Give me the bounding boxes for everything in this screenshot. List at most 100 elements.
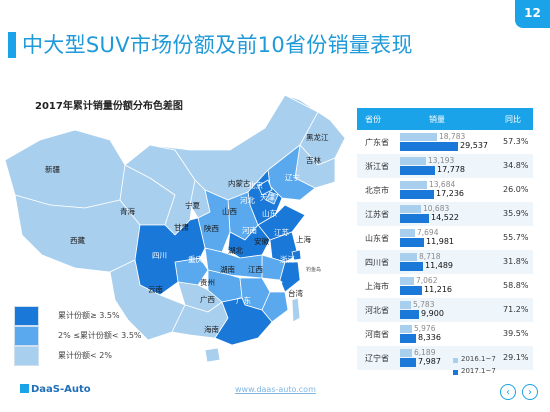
row-province: 四川省	[365, 258, 389, 267]
value-2017: 7,987	[418, 357, 441, 366]
bar-2017	[400, 190, 434, 199]
region-beijing	[257, 179, 273, 196]
region-heilongjiang	[284, 94, 346, 166]
chevron-left-icon[interactable]: ‹	[500, 384, 516, 400]
legend-item-mid: 2% ≤累计份额< 3.5%	[14, 326, 214, 346]
legend-2016-swatch	[453, 358, 458, 363]
svg-text:安徽: 安徽	[254, 236, 269, 246]
svg-text:北京: 北京	[248, 180, 263, 190]
value-2017: 17,236	[436, 189, 464, 198]
table-row: 江苏省 10,683 14,522 35.9%	[357, 202, 533, 226]
province-sales-table: 省份 销量 同比 广东省 18,783 29,537 57.3% 浙江省 13,193 17…	[357, 108, 533, 386]
logo-text: DaaS-Auto	[31, 384, 91, 395]
table-row: 北京市 13,684 17,236 26.0%	[357, 178, 533, 202]
row-province: 北京市	[365, 186, 389, 195]
svg-text:宁夏: 宁夏	[185, 200, 200, 210]
svg-text:吉林: 吉林	[306, 155, 321, 165]
row-province: 辽宁省	[365, 354, 389, 363]
value-2016: 7,694	[417, 228, 439, 237]
svg-text:江西: 江西	[248, 265, 263, 274]
region-zhejiang	[279, 261, 301, 293]
value-2016: 10,683	[423, 204, 450, 213]
row-yoy: 29.1%	[503, 353, 529, 362]
map-title: 2017年累计销量份额分布色差图	[35, 101, 183, 112]
bar-2016	[400, 325, 412, 333]
legend-2017-label: 2017.1~7	[461, 367, 496, 375]
svg-text:新疆: 新疆	[45, 164, 60, 174]
bar-2017	[400, 262, 423, 271]
bar-2017	[400, 238, 424, 247]
title-accent-bar	[8, 32, 16, 58]
legend-label-mid: 2% ≤累计份额< 3.5%	[58, 331, 142, 340]
value-2017: 29,537	[460, 141, 488, 150]
bar-2016	[400, 205, 421, 213]
row-yoy: 34.8%	[503, 161, 529, 170]
bar-2017	[400, 358, 416, 367]
value-2017: 9,900	[421, 309, 444, 318]
svg-text:广西: 广西	[200, 294, 215, 304]
chevron-right-icon[interactable]: ›	[522, 384, 538, 400]
logo-mark-icon	[20, 384, 29, 393]
table-row: 四川省 8,718 11,489 31.8%	[357, 250, 533, 274]
province-labels: 黑龙江 吉林 新疆 内蒙古 辽宁 北京 天津 河北 宁夏 青海 山西 山东 甘肃…	[45, 132, 329, 334]
row-yoy: 57.3%	[503, 137, 529, 146]
bar-2016	[400, 181, 427, 189]
bar-2017	[400, 334, 416, 343]
legend-swatch-mid	[14, 326, 39, 346]
header-sales: 销量	[429, 115, 445, 124]
svg-text:河北: 河北	[240, 196, 255, 205]
legend-label-low: 累计份额< 2%	[58, 351, 112, 360]
svg-text:湖北: 湖北	[228, 246, 243, 255]
value-2017: 17,778	[437, 165, 465, 174]
bar-2017	[400, 142, 458, 151]
region-guangdong	[214, 297, 273, 346]
region-xinjiang	[4, 129, 126, 209]
svg-text:重庆: 重庆	[188, 254, 203, 264]
svg-text:山东: 山东	[262, 208, 277, 218]
bar-2016	[400, 229, 415, 237]
row-province: 江苏省	[365, 210, 389, 219]
region-jiangsu	[269, 231, 299, 263]
bar-2016	[400, 253, 417, 261]
row-yoy: 55.7%	[503, 233, 529, 242]
table-row: 辽宁省 6,189 7,987 29.1%	[357, 346, 533, 370]
svg-text:云南: 云南	[148, 284, 163, 294]
row-province: 山东省	[365, 234, 389, 243]
row-yoy: 58.8%	[503, 281, 529, 290]
daas-auto-logo: DaaS-Auto	[20, 384, 91, 395]
region-tianjin	[265, 191, 279, 205]
value-2017: 14,522	[431, 213, 459, 222]
row-province: 上海市	[365, 282, 389, 291]
header-yoy: 同比	[505, 115, 521, 124]
bar-2016	[400, 157, 426, 165]
legend-swatch-low	[14, 346, 39, 366]
svg-text:广东: 广东	[236, 295, 251, 305]
bar-2016	[400, 277, 414, 285]
value-2017: 11,489	[425, 261, 453, 270]
legend-2016-label: 2016.1~7	[461, 355, 496, 363]
value-2016: 18,783	[439, 132, 466, 141]
value-2016: 5,976	[414, 324, 436, 333]
row-yoy: 31.8%	[503, 257, 529, 266]
region-henan	[227, 224, 271, 259]
svg-text:陕西: 陕西	[204, 223, 219, 233]
slide-title: 中大型SUV市场份额及前10省份销量表现	[22, 33, 413, 57]
value-2016: 8,718	[419, 252, 441, 261]
region-hainan	[204, 347, 221, 363]
svg-text:湖南: 湖南	[220, 264, 235, 274]
footer-url-link[interactable]: www.daas-auto.com	[235, 385, 316, 394]
svg-text:山西: 山西	[222, 206, 237, 216]
svg-text:钓鱼岛: 钓鱼岛	[306, 266, 321, 273]
svg-text:江苏: 江苏	[274, 227, 289, 237]
legend-2017-swatch	[453, 370, 458, 375]
row-yoy: 35.9%	[503, 209, 529, 218]
svg-text:四川: 四川	[152, 251, 167, 260]
legend-swatch-high	[14, 306, 39, 326]
svg-text:辽宁: 辽宁	[285, 172, 300, 182]
svg-text:内蒙古: 内蒙古	[228, 178, 251, 188]
row-yoy: 26.0%	[503, 185, 529, 194]
bar-2017	[400, 214, 429, 223]
table-row: 山东省 7,694 11,981 55.7%	[357, 226, 533, 250]
svg-text:黑龙江: 黑龙江	[306, 132, 329, 142]
